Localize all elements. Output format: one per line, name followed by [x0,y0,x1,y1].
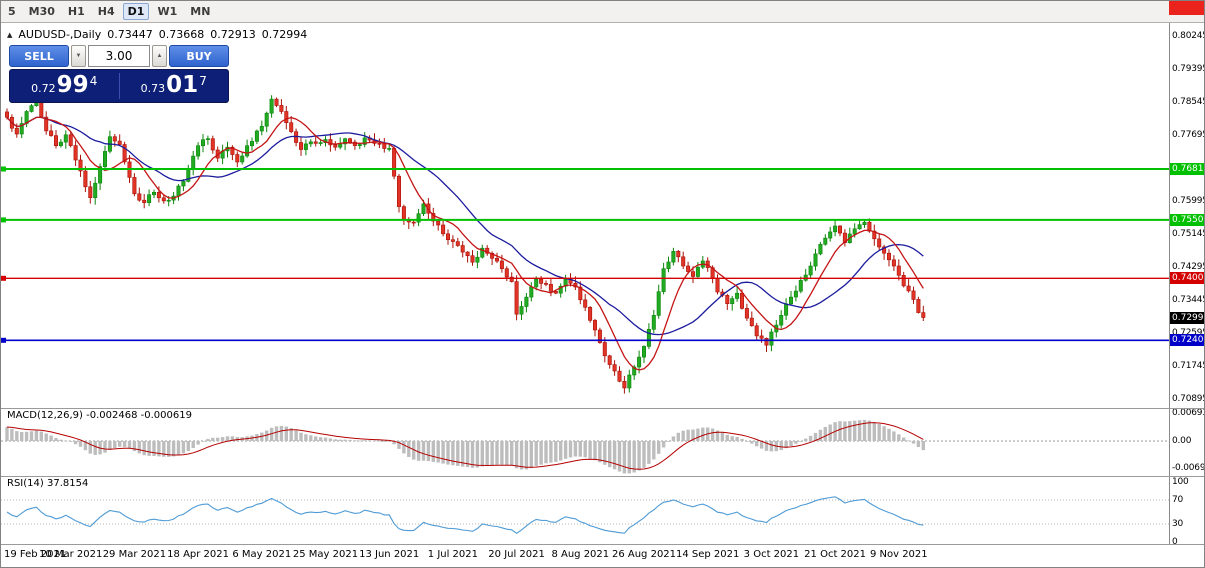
timeframe-button-5[interactable]: 5 [3,3,21,20]
high-value: 0.73668 [158,28,205,41]
sell-price-prefix: 0.72 [31,82,56,95]
price-axis: 0.802450.793950.785450.776950.768450.759… [1169,23,1205,547]
quote-panel: 0.72 99 4 0.73 01 7 [9,69,229,103]
price-axis-label: 0.74295 [1172,261,1205,272]
current-price-tag: 0.72994 [1170,311,1204,324]
sell-price-pipette: 4 [89,74,98,88]
top-right-red-block [1169,1,1204,15]
date-label: 10 Mar 2021 [38,549,103,560]
trade-controls-row: SELL ▼ ▲ BUY [9,45,229,67]
date-label: 1 Jul 2021 [427,549,479,560]
timeframe-toolbar: 5 M30 H1 H4 D1 W1 MN [1,1,1204,23]
rsi-label: RSI(14) 37.8154 [7,478,88,489]
sell-quote[interactable]: 0.72 99 4 [10,72,119,100]
timeframe-button-w1[interactable]: W1 [152,3,182,20]
rsi-panel-separator [1,476,1204,477]
macd-axis-label: 0.00 [1172,435,1192,446]
rsi-indicator-chart[interactable] [1,476,1169,544]
price-axis-label: 0.78545 [1172,96,1205,107]
symbol-period-label: AUDUSD-,Daily [18,28,102,41]
sell-price-big: 99 [56,72,89,98]
macd-axis-label: -0.006936 [1172,463,1205,474]
price-level-tag-0.76819[interactable]: 0.76819 [1170,163,1204,175]
date-label: 21 Oct 2021 [804,549,867,560]
price-axis-label: 0.79395 [1172,63,1205,74]
price-level-tag-0.74003[interactable]: 0.74003 [1170,272,1204,285]
date-label: 19 Feb 2021 [4,549,67,560]
one-click-collapse-icon[interactable]: ▲ [7,30,13,39]
price-axis-label: 0.70895 [1172,393,1205,404]
volume-increase-button[interactable]: ▲ [152,45,167,67]
rsi-axis-label: 70 [1172,494,1184,505]
timeframe-button-h4[interactable]: H4 [93,3,120,20]
macd-panel-separator [1,408,1204,409]
buy-price-prefix: 0.73 [140,82,166,95]
open-value: 0.73447 [107,28,153,41]
timeframe-button-m30[interactable]: M30 [24,3,60,20]
main-price-chart[interactable] [1,23,1169,408]
buy-quote[interactable]: 0.73 01 7 [120,72,229,100]
date-label: 26 Aug 2021 [611,549,677,560]
date-label: 3 Oct 2021 [743,549,800,560]
macd-name: MACD(12,26,9) [7,410,83,421]
date-label: 13 Jun 2021 [359,549,420,560]
quote-divider [118,73,120,99]
price-axis-label: 0.73445 [1172,294,1205,305]
price-axis-label: 0.71745 [1172,360,1205,371]
rsi-axis-label: 0 [1172,536,1178,547]
buy-price-pipette: 7 [199,74,207,88]
date-label: 29 Mar 2021 [102,549,167,560]
date-label: 20 Jul 2021 [488,549,545,560]
buy-button[interactable]: BUY [169,45,229,67]
price-axis-label: 0.75145 [1172,228,1205,239]
price-level-tag-0.72406[interactable]: 0.72406 [1170,334,1204,347]
time-axis-separator [1,544,1204,545]
chart-header: ▲ AUDUSD-,Daily 0.73447 0.73668 0.72913 … [7,28,307,41]
timeframe-button-d1[interactable]: D1 [122,3,150,20]
date-label: 25 May 2021 [292,549,359,560]
price-axis-label: 0.75995 [1172,195,1205,206]
timeframe-button-h1[interactable]: H1 [63,3,90,20]
price-axis-label: 0.72595 [1172,327,1205,338]
date-label: 18 Apr 2021 [167,549,230,560]
price-axis-label: 0.80245 [1172,30,1205,41]
time-axis: 19 Feb 2021 10 Mar 2021 29 Mar 2021 18 Apr … [1,545,1204,567]
price-axis-label: 0.77695 [1172,129,1205,140]
sell-button[interactable]: SELL [9,45,69,67]
rsi-axis-label: 100 [1172,476,1189,487]
date-label: 8 Aug 2021 [551,549,610,560]
macd-indicator-chart[interactable] [1,408,1169,476]
buy-price-big: 01 [166,72,199,98]
macd-label: MACD(12,26,9) -0.002468 -0.000619 [7,410,192,421]
volume-decrease-button[interactable]: ▼ [71,45,86,67]
rsi-value: 37.8154 [46,478,89,489]
macd-values: -0.002468 -0.000619 [86,410,192,421]
rsi-name: RSI(14) [7,478,44,489]
date-label: 9 Nov 2021 [869,549,928,560]
timeframe-button-mn[interactable]: MN [185,3,215,20]
rsi-axis-label: 30 [1172,518,1184,529]
macd-axis-label: 0.006936 [1172,407,1204,418]
price-level-tag-0.75509[interactable]: 0.75509 [1170,213,1204,226]
date-label: 6 May 2021 [232,549,292,560]
volume-input[interactable] [88,45,150,67]
close-value: 0.72994 [261,28,308,41]
date-label: 14 Sep 2021 [675,549,740,560]
low-value: 0.72913 [210,28,256,41]
